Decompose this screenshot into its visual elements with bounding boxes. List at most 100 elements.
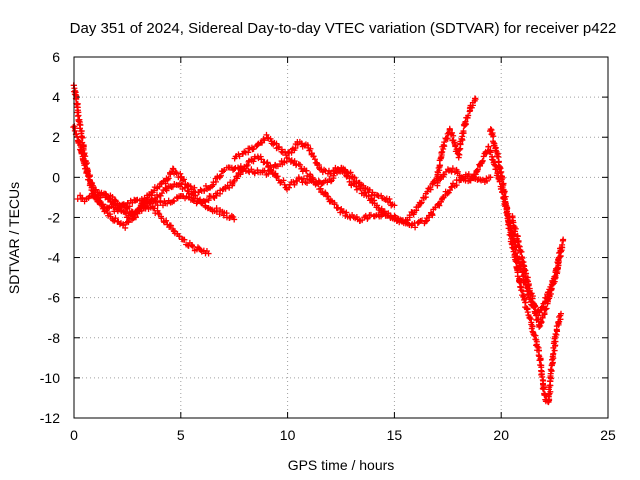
data-point [280, 177, 287, 184]
data-point [525, 281, 532, 288]
data-point [541, 310, 548, 317]
data-point [529, 293, 536, 300]
x-tick-label: 0 [70, 427, 78, 443]
data-point [351, 174, 358, 181]
data-point [494, 153, 501, 160]
data-point [449, 129, 456, 136]
data-point [368, 196, 375, 203]
data-point [369, 189, 376, 196]
data-point [452, 142, 459, 149]
data-point [512, 258, 519, 265]
data-point [121, 209, 128, 216]
data-point [483, 177, 490, 184]
data-point [154, 202, 161, 209]
data-point [81, 162, 88, 169]
grid [74, 57, 608, 418]
data-point [171, 198, 178, 205]
data-point [446, 125, 453, 132]
y-tick-label: 4 [52, 89, 60, 105]
data-point [479, 157, 486, 164]
data-point [347, 169, 354, 176]
data-point [222, 185, 229, 192]
y-tick-label: 6 [52, 49, 60, 65]
data-point [189, 243, 196, 250]
data-point [518, 248, 525, 255]
data-point [125, 212, 132, 219]
data-point [298, 140, 305, 147]
y-tick-label: 0 [52, 169, 60, 185]
data-point [231, 166, 238, 173]
data-point [205, 197, 212, 204]
data-point [557, 252, 564, 259]
data-point [181, 176, 188, 183]
x-tick-label: 5 [177, 427, 185, 443]
data-point [155, 210, 162, 217]
x-tick-label: 25 [600, 427, 616, 443]
data-point [187, 183, 194, 190]
data-point [157, 192, 164, 199]
y-tick-label: -4 [48, 250, 61, 266]
data-point [297, 161, 304, 168]
data-point [495, 153, 502, 160]
data-point [357, 185, 364, 192]
data-point [348, 182, 355, 189]
data-point [327, 197, 334, 204]
data-point [529, 323, 536, 330]
data-point [278, 146, 285, 153]
data-point [250, 145, 257, 152]
data-point [191, 184, 198, 191]
data-point [535, 312, 542, 319]
data-point [514, 233, 521, 240]
data-point [537, 318, 544, 325]
data-point [346, 175, 353, 182]
data-point [311, 156, 318, 163]
data-point [158, 190, 165, 197]
data-point [488, 153, 495, 160]
data-point [391, 202, 398, 209]
data-point [303, 167, 310, 174]
data-point [197, 186, 204, 193]
data-point [427, 184, 434, 191]
data-point [406, 214, 413, 221]
data-point [281, 159, 288, 166]
data-point [540, 386, 547, 393]
data-point [163, 217, 170, 224]
data-point [491, 161, 498, 168]
axis-ticks: 0 5 10 15 20 25 -12 -10 -8 -6 -4 -2 0 2 4 6 [40, 49, 616, 443]
data-point [181, 184, 188, 191]
data-point [353, 186, 360, 193]
data-point [559, 241, 566, 248]
data-point [71, 127, 78, 134]
data-point [551, 273, 558, 280]
data-point [508, 235, 515, 242]
data-point [144, 200, 151, 207]
data-point [275, 144, 282, 151]
data-point [558, 310, 565, 317]
x-tick-label: 15 [387, 427, 403, 443]
series-track-1 [70, 82, 212, 257]
series-track-5 [231, 95, 479, 227]
data-point [500, 180, 507, 187]
data-point [261, 137, 268, 144]
y-tick-label: -8 [48, 330, 61, 346]
data-point [509, 244, 516, 251]
data-point [142, 204, 149, 211]
x-tick-label: 10 [280, 427, 296, 443]
data-point [541, 392, 548, 399]
data-point [446, 187, 453, 194]
data-point [387, 214, 394, 221]
data-point [381, 208, 388, 215]
data-point [465, 112, 472, 119]
data-point [422, 218, 429, 225]
data-point [263, 131, 270, 138]
data-point [74, 133, 81, 140]
data-point [124, 205, 131, 212]
data-point [362, 189, 369, 196]
data-point [386, 196, 393, 203]
data-point [444, 135, 451, 142]
data-point [231, 216, 238, 223]
data-point [327, 178, 334, 185]
data-point [103, 192, 110, 199]
data-point [125, 219, 132, 226]
series-track-8 [509, 213, 567, 319]
